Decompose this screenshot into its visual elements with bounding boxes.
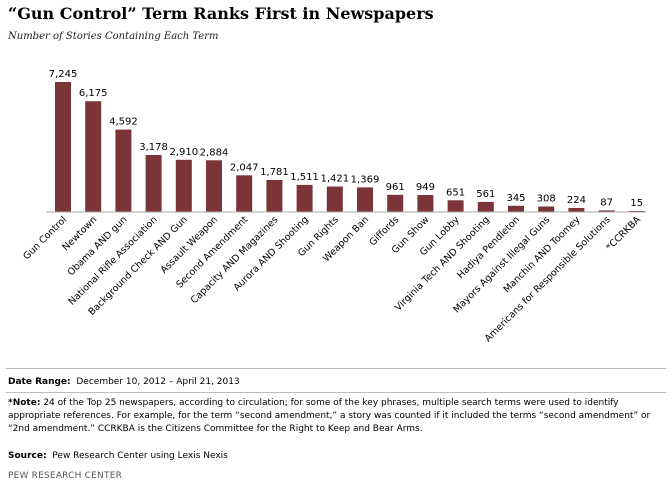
value-label-gun-lobby: 651 [446, 187, 465, 198]
bar-virginia-tech-and-shooting [477, 201, 494, 212]
value-label-manchin-and-toomey: 224 [567, 195, 586, 206]
source-label: Source: [8, 451, 47, 461]
bar-second-amendment [236, 175, 253, 212]
bar-aurora-and-shooting [296, 184, 313, 212]
organization-credit: PEW RESEARCH CENTER [8, 471, 123, 481]
bar-background-check-and-gun [175, 159, 192, 212]
date-range-value: December 10, 2012 – April 21, 2013 [76, 377, 240, 387]
footnote: *Note: 24 of the Top 25 newspapers, acco… [8, 397, 658, 436]
bar-manchin-and-toomey [568, 208, 585, 212]
value-label-giffords: 961 [386, 182, 405, 193]
value-label-obama-and-gun: 4,592 [109, 117, 138, 128]
bar-hadiya-pendleton [508, 205, 524, 212]
value-label-gun-rights: 1,421 [320, 174, 349, 185]
bar-assault-weapon [206, 160, 222, 212]
value-label-background-check-and-gun: 2,910 [169, 147, 198, 158]
bar-gun-rights [326, 186, 343, 212]
value-label-second-amendment: 2,047 [230, 162, 259, 173]
footer-divider [6, 368, 666, 369]
date-range: Date Range: December 10, 2012 – April 21… [8, 377, 240, 387]
bar-capacity-and-magazines [266, 180, 283, 212]
value-label-national-rifle-association: 3,178 [139, 142, 168, 153]
value-label-capacity-and-magazines: 1,781 [260, 167, 289, 178]
value-label-ccrkba: 15 [630, 198, 643, 209]
note-label: *Note: [8, 398, 41, 408]
bar-national-rifle-association [145, 155, 162, 212]
footer-divider-2 [6, 392, 666, 393]
bar-giffords [387, 194, 404, 212]
value-label-weapon-ban: 1,369 [351, 174, 380, 185]
bar-gun-control [55, 82, 71, 212]
value-label-aurora-and-shooting: 1,511 [290, 172, 319, 183]
value-label-gun-show: 949 [416, 182, 435, 193]
bar-gun-show [417, 195, 434, 212]
value-label-mayors-against-illegal-guns: 308 [537, 194, 556, 205]
value-label-newtown: 6,175 [79, 88, 108, 99]
bars-group [55, 82, 645, 212]
value-label-assault-weapon: 2,884 [200, 147, 229, 158]
chart-title: “Gun Control” Term Ranks First in Newspa… [8, 4, 434, 23]
bar-weapon-ban [357, 187, 373, 212]
date-range-label: Date Range: [8, 377, 71, 387]
chart-subtitle: Number of Stories Containing Each Term [8, 31, 219, 42]
bar-mayors-against-illegal-guns [538, 206, 555, 212]
bar-americans-for-responsible-solutions [598, 210, 615, 212]
note-text: 24 of the Top 25 newspapers, according t… [8, 398, 651, 434]
value-label-gun-control: 7,245 [49, 69, 78, 80]
value-label-americans-for-responsible-solutions: 87 [600, 197, 613, 208]
value-label-virginia-tech-and-shooting: 561 [476, 189, 495, 200]
category-label-gun-control: Gun Control [21, 214, 69, 262]
bar-gun-lobby [447, 200, 464, 212]
source-value: Pew Research Center using Lexis Nexis [52, 451, 228, 461]
value-label-hadiya-pendleton: 345 [506, 193, 525, 204]
bar-newtown [85, 101, 102, 212]
bar-obama-and-gun [115, 129, 132, 212]
source-line: Source: Pew Research Center using Lexis … [8, 451, 228, 461]
